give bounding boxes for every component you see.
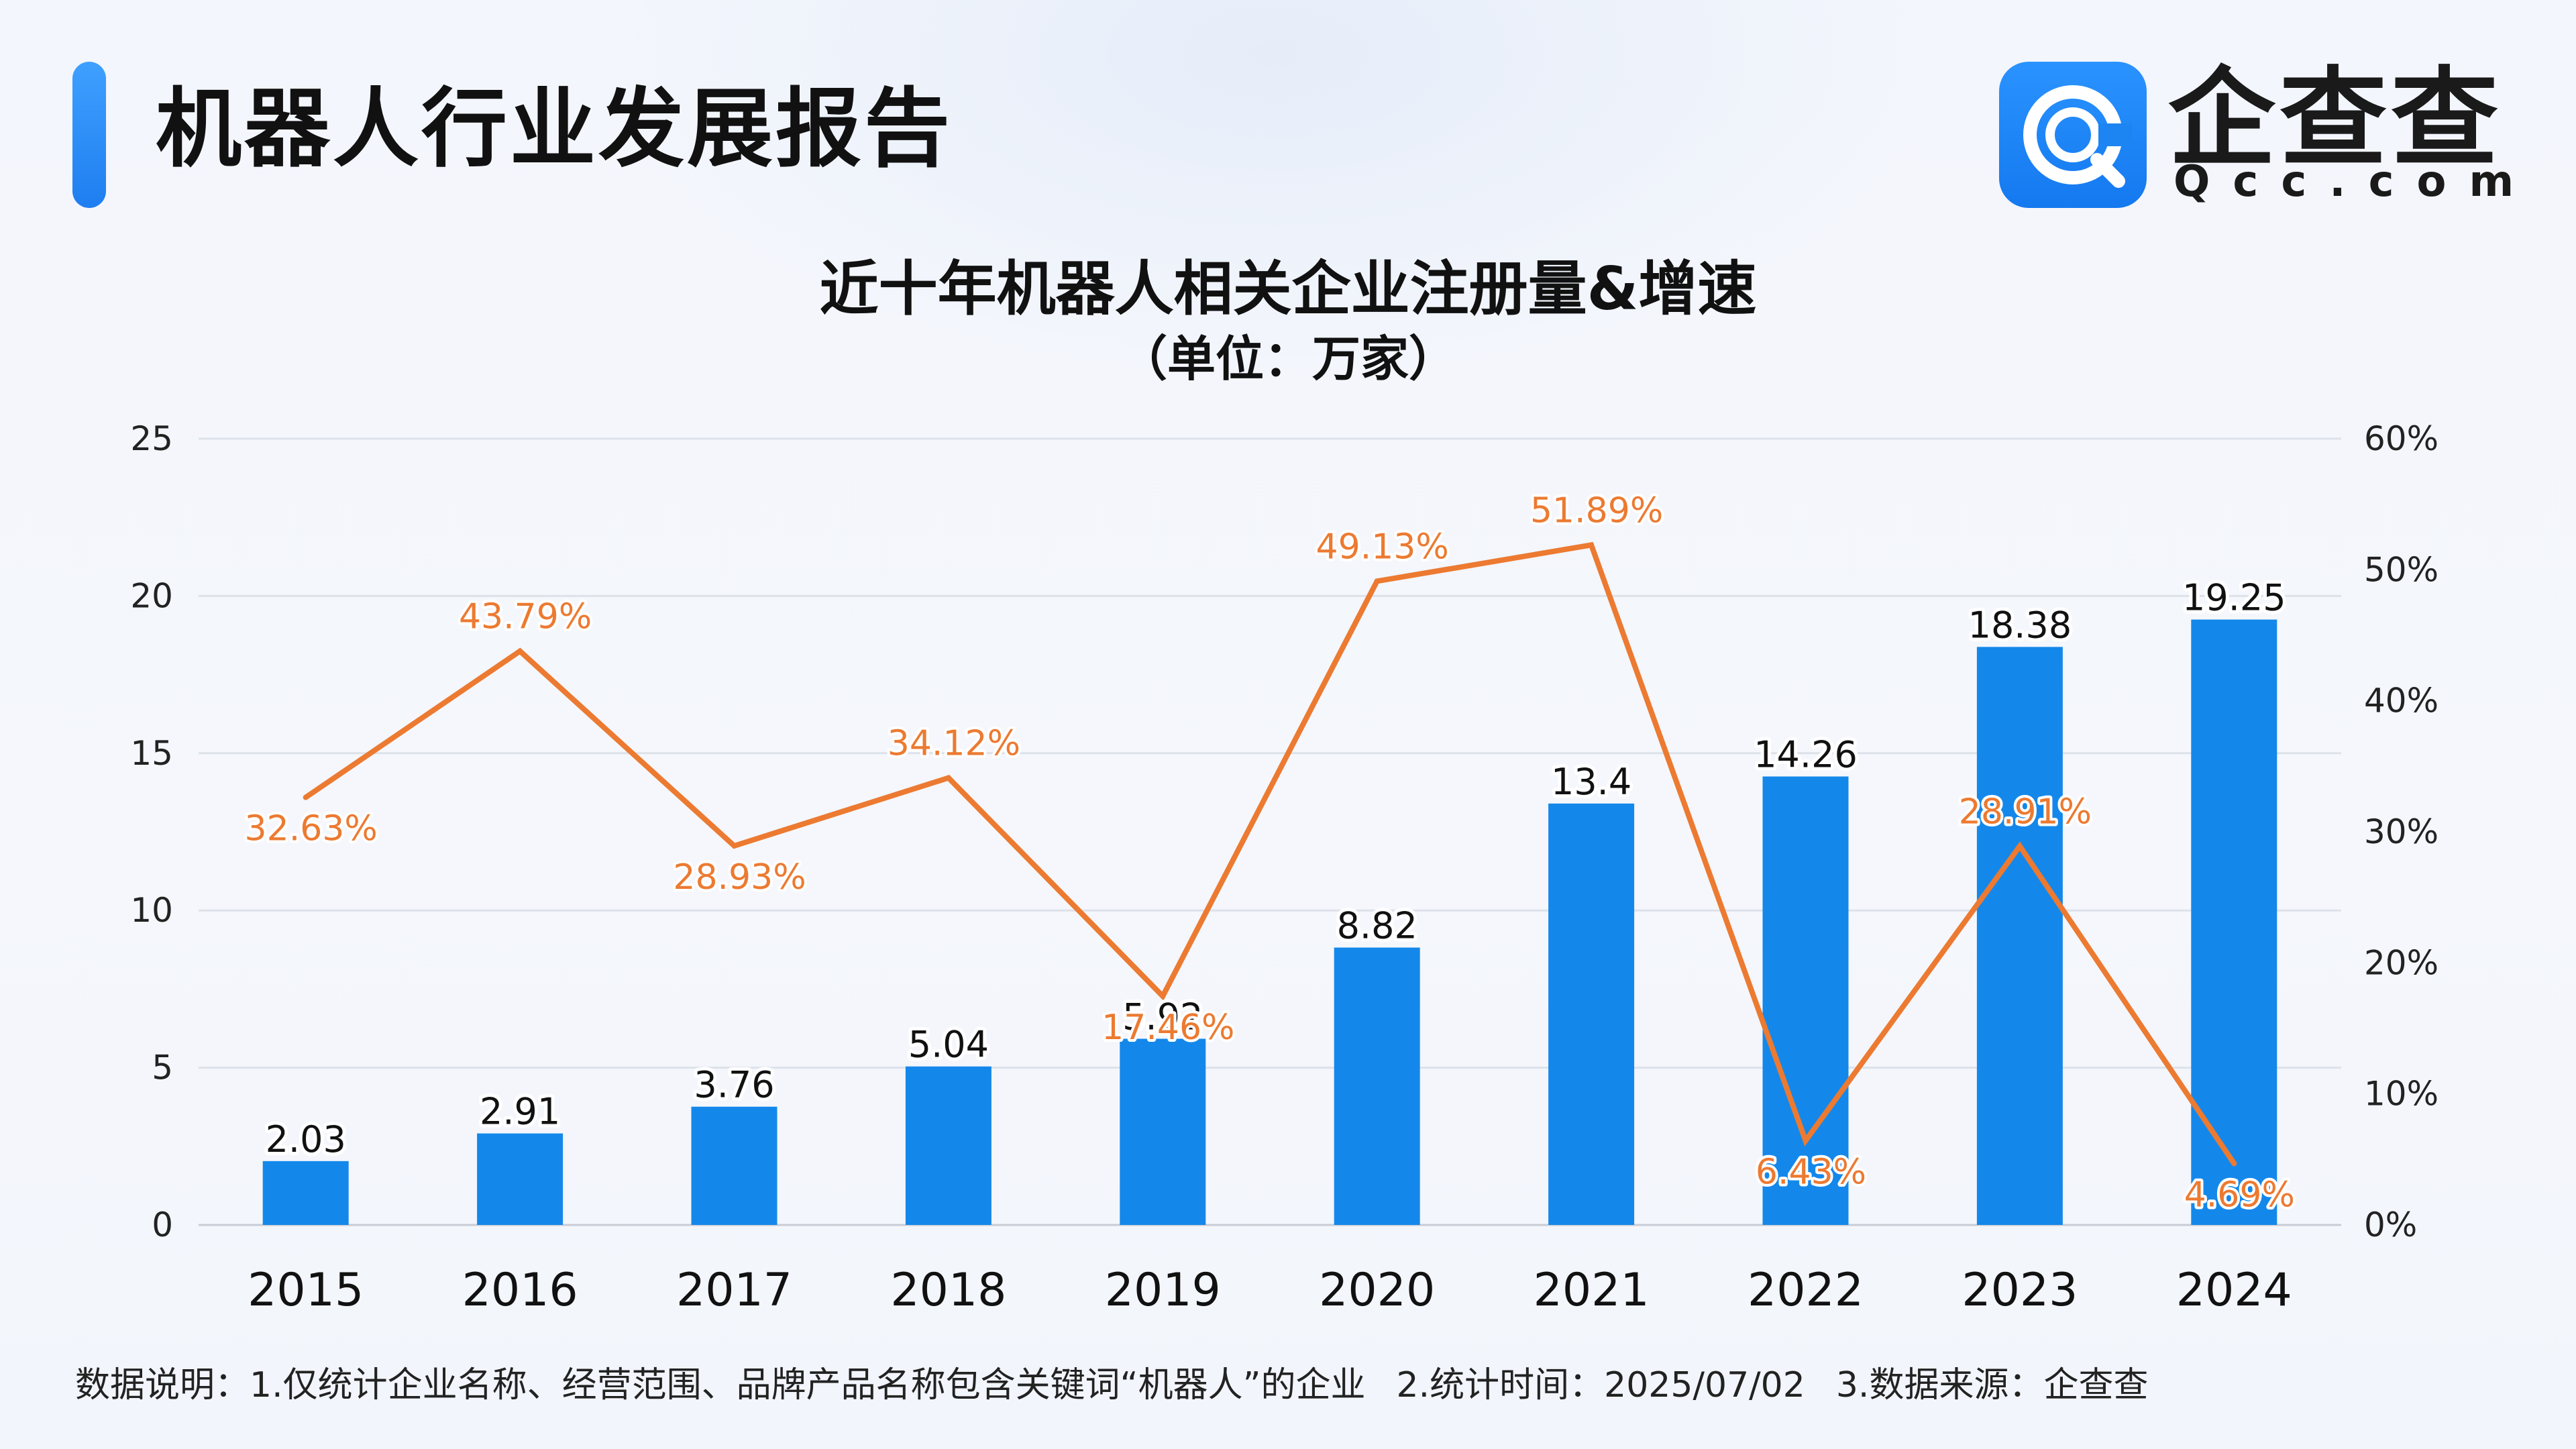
bar-value-label: 2.91 [480, 1091, 560, 1133]
y2-tick-label: 10% [2364, 1075, 2438, 1114]
bar-value-label: 5.04 [908, 1024, 989, 1066]
qcc-logo-icon [1999, 62, 2147, 208]
y-tick-label: 15 [130, 734, 173, 773]
bar [691, 1106, 777, 1225]
bar [1762, 776, 1849, 1225]
growth-value-label: 51.89% [1530, 490, 1663, 531]
x-tick-label: 2022 [1748, 1264, 1864, 1317]
bar-value-label: 5.92 [1122, 996, 1203, 1038]
growth-point [945, 775, 951, 781]
bar [1976, 647, 2063, 1225]
bar [2191, 619, 2277, 1225]
growth-value-label: 4.69% [2184, 1175, 2295, 1215]
growth-point [2017, 843, 2023, 849]
x-tick-label: 2019 [1105, 1264, 1221, 1317]
growth-value-label: 49.13% [1316, 527, 1449, 567]
growth-line [304, 541, 2237, 1165]
growth-value-label: 34.12% [888, 724, 1020, 764]
x-tick-label: 2021 [1534, 1264, 1650, 1317]
growth-point [1589, 542, 1595, 548]
growth-point [731, 843, 737, 849]
bar-value-label: 13.4 [1551, 761, 1631, 803]
x-tick-label: 2015 [248, 1264, 364, 1317]
y-tick-label: 25 [130, 419, 173, 458]
footnote-note1-text: 1.仅统计企业名称、经营范围、品牌产品名称包含关键词“机器人”的企业 [250, 1365, 1366, 1405]
growth-point [1160, 993, 1166, 999]
bar-value-label: 18.38 [1968, 604, 2072, 646]
y-tick-label: 10 [130, 891, 173, 930]
logo-wordmark: 企查查 [2168, 56, 2503, 181]
y-tick-label: 0 [152, 1205, 173, 1244]
growth-value-label: 6.43% [1756, 1152, 1866, 1192]
growth-value-label: 28.93% [673, 857, 806, 898]
footnote: 数据说明：1.仅统计企业名称、经营范围、品牌产品名称包含关键词“机器人”的企业 2… [75, 1362, 2148, 1409]
footnote-note1: 数据说明：1.仅统计企业名称、经营范围、品牌产品名称包含关键词“机器人”的企业 [75, 1365, 1366, 1405]
bar [1334, 947, 1420, 1225]
footnote-note2: 2.统计时间：2025/07/02 [1396, 1365, 1805, 1405]
bar-value-label: 2.03 [266, 1118, 346, 1161]
bar [905, 1066, 991, 1225]
y-tick-label: 5 [152, 1049, 173, 1087]
report-title: 机器人行业发展报告 [156, 79, 953, 179]
growth-point [517, 648, 523, 654]
y2-tick-label: 0% [2364, 1205, 2417, 1244]
y-tick-label: 20 [130, 576, 173, 615]
growth-point [2231, 1161, 2237, 1167]
growth-value-label: 28.91% [1959, 792, 2092, 832]
x-tick-label: 2016 [462, 1264, 578, 1317]
x-tick-label: 2024 [2176, 1264, 2292, 1317]
y2-tick-label: 20% [2364, 943, 2438, 982]
growth-point [303, 794, 309, 800]
growth-value-label: 32.63% [245, 809, 378, 849]
footnote-note3: 3.数据来源：企查查 [1835, 1365, 2149, 1405]
x-tick-label: 2017 [676, 1264, 792, 1317]
logo-domain: Qcc.com [2174, 157, 2537, 207]
x-tick-label: 2018 [890, 1264, 1006, 1317]
y2-tick-label: 30% [2364, 812, 2438, 851]
bar [262, 1161, 349, 1225]
bar-value-label: 19.25 [2182, 577, 2286, 619]
bar [477, 1133, 564, 1225]
y2-tick-label: 50% [2364, 550, 2438, 589]
growth-value-label: 43.79% [459, 597, 592, 637]
bar-value-label: 8.82 [1337, 905, 1417, 947]
chart-subtitle: （单位：万家） [1118, 331, 1457, 387]
bar-value-label: 14.26 [1754, 733, 1858, 775]
x-tick-label: 2020 [1319, 1264, 1435, 1317]
growth-value-label: 17.46% [1102, 1008, 1234, 1048]
title-accent-bar [72, 62, 106, 208]
y2-tick-label: 40% [2364, 682, 2438, 720]
x-tick-label: 2023 [1962, 1264, 2078, 1317]
y2-tick-label: 60% [2364, 419, 2438, 458]
chart-title: 近十年机器人相关企业注册量&增速 [819, 254, 1757, 323]
footnote-prefix: 数据说明： [75, 1365, 250, 1405]
bar [1120, 1038, 1206, 1225]
bar-value-label: 3.76 [694, 1064, 774, 1106]
bar [1548, 803, 1635, 1225]
growth-point [1374, 578, 1380, 584]
growth-point [1803, 1138, 1809, 1144]
